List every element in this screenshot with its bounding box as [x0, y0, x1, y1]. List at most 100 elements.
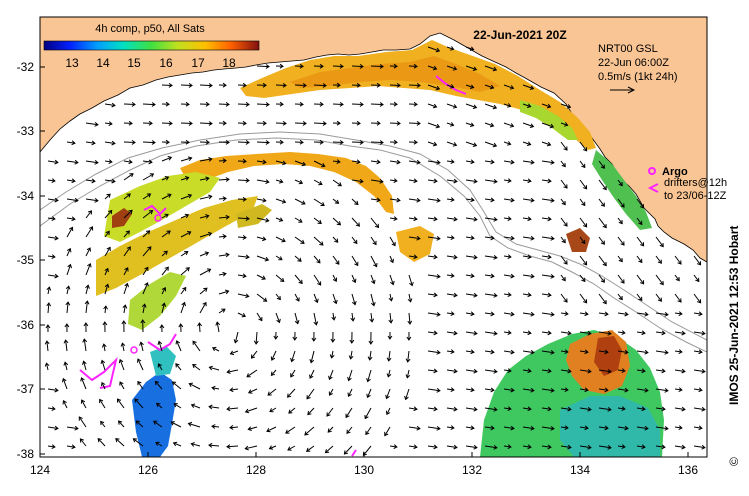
current-arrowhead: [74, 159, 79, 165]
current-arrowhead: [405, 374, 411, 379]
current-arrow: [123, 173, 134, 181]
current-arrow: [275, 217, 283, 222]
current-arrow: [161, 176, 169, 181]
current-arrowhead: [116, 398, 122, 403]
current-arrowhead: [222, 271, 227, 277]
current-arrowhead: [367, 356, 373, 361]
current-arrow: [541, 236, 554, 240]
current-arrowhead: [71, 140, 76, 146]
current-arrowhead: [567, 330, 572, 336]
current-arrowhead: [470, 197, 475, 203]
current-arrow: [465, 293, 477, 297]
current-arrowhead: [450, 311, 455, 317]
current-arrowhead: [149, 173, 155, 178]
current-arrow: [617, 426, 628, 429]
current-arrowhead: [433, 444, 438, 450]
current-arrow: [256, 160, 266, 163]
current-arrow: [655, 388, 668, 392]
current-arrowhead: [490, 197, 495, 203]
colorbar-title: 4h comp, p50, All Sats: [95, 23, 205, 35]
current-arrow: [85, 263, 91, 276]
current-arrowhead: [416, 425, 421, 431]
current-arrowhead: [493, 369, 498, 374]
current-arrow: [256, 312, 263, 321]
current-arrow: [313, 160, 325, 167]
current-arrowhead: [393, 139, 398, 145]
current-arrowhead: [644, 387, 649, 393]
current-arrowhead: [80, 377, 85, 382]
current-arrowhead: [359, 178, 364, 184]
current-arrow: [307, 407, 315, 415]
current-arrowhead: [233, 339, 239, 344]
current-arrowhead: [147, 246, 152, 251]
current-arrow: [598, 179, 607, 190]
current-arrow: [522, 312, 534, 316]
current-arrow: [598, 160, 605, 169]
current-arrow: [199, 122, 213, 125]
current-arrowhead: [317, 219, 322, 224]
current-arrowhead: [506, 141, 512, 146]
current-arrowhead: [276, 295, 281, 301]
current-arrowhead: [506, 103, 512, 108]
current-arrowhead: [287, 446, 292, 451]
current-arrow: [503, 388, 514, 391]
current-arrow: [427, 388, 440, 392]
current-arrowhead: [584, 311, 589, 317]
current-arrowhead: [527, 330, 532, 336]
current-arrowhead: [376, 197, 381, 203]
current-arrow: [199, 287, 208, 295]
current-arrow: [598, 293, 607, 304]
current-arrowhead: [379, 140, 384, 145]
current-arrowhead: [473, 254, 478, 260]
current-arrow: [503, 236, 514, 239]
current-arrowhead: [154, 380, 160, 386]
current-arrow: [465, 255, 477, 259]
current-arrow: [199, 232, 212, 238]
current-arrow: [465, 274, 474, 277]
current-arrow: [636, 407, 645, 410]
x-tick-label: 126: [138, 463, 158, 477]
current-arrowhead: [473, 178, 478, 184]
current-arrowhead: [188, 120, 193, 126]
current-arrowhead: [470, 425, 475, 431]
current-arrow: [351, 198, 359, 205]
current-arrowhead: [433, 292, 438, 298]
current-arrow: [142, 193, 151, 200]
current-arrow: [389, 255, 394, 263]
current-arrowhead: [389, 258, 394, 264]
current-arrow: [313, 122, 327, 125]
current-arrow: [446, 65, 457, 70]
current-arrowhead: [222, 158, 227, 164]
current-arrow: [85, 301, 88, 314]
current-arrowhead: [587, 444, 592, 450]
current-arrow: [237, 255, 249, 258]
current-arrow: [693, 255, 701, 266]
current-arrowhead: [621, 444, 626, 450]
current-arrow: [636, 255, 643, 263]
current-arrowhead: [547, 216, 552, 222]
current-arrowhead: [433, 254, 438, 260]
current-arrowhead: [370, 302, 376, 307]
current-arrowhead: [202, 301, 207, 307]
current-arrowhead: [356, 82, 361, 88]
current-arrowhead: [453, 330, 458, 336]
current-arrow: [405, 388, 410, 400]
current-arrow: [369, 350, 372, 360]
current-arrowhead: [208, 404, 213, 410]
current-arrowhead: [208, 157, 213, 162]
sst-patch-southeast-brown: [594, 336, 622, 376]
sst-patch-east-brown: [566, 228, 590, 252]
colorbar: 4h comp, p50, All Sats 13 14 15 16 17 18: [43, 23, 260, 70]
current-arrow: [427, 179, 437, 182]
current-arrow: [123, 193, 131, 200]
current-arrowhead: [268, 445, 274, 450]
current-arrow: [346, 426, 353, 434]
current-arrowhead: [221, 308, 226, 313]
current-arrowhead: [507, 216, 512, 222]
current-arrowhead: [111, 102, 116, 108]
current-arrowhead: [94, 198, 99, 203]
current-arrow: [427, 160, 440, 164]
current-arrowhead: [435, 123, 441, 129]
current-arrow: [446, 331, 457, 334]
current-arrow: [560, 426, 568, 429]
